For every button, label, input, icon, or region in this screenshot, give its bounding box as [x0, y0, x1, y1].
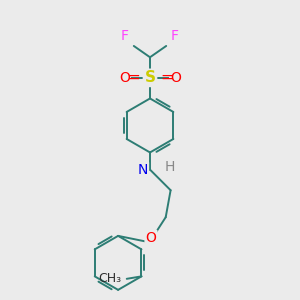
Text: S: S	[145, 70, 155, 86]
Text: F: F	[171, 28, 179, 43]
Text: F: F	[121, 28, 129, 43]
Text: N: N	[138, 163, 148, 177]
Text: O: O	[119, 71, 130, 85]
Text: O: O	[170, 71, 181, 85]
Text: =: =	[160, 69, 173, 84]
Text: CH₃: CH₃	[99, 272, 122, 285]
Text: H: H	[165, 160, 175, 174]
Text: =: =	[127, 69, 140, 84]
Text: O: O	[146, 231, 156, 245]
